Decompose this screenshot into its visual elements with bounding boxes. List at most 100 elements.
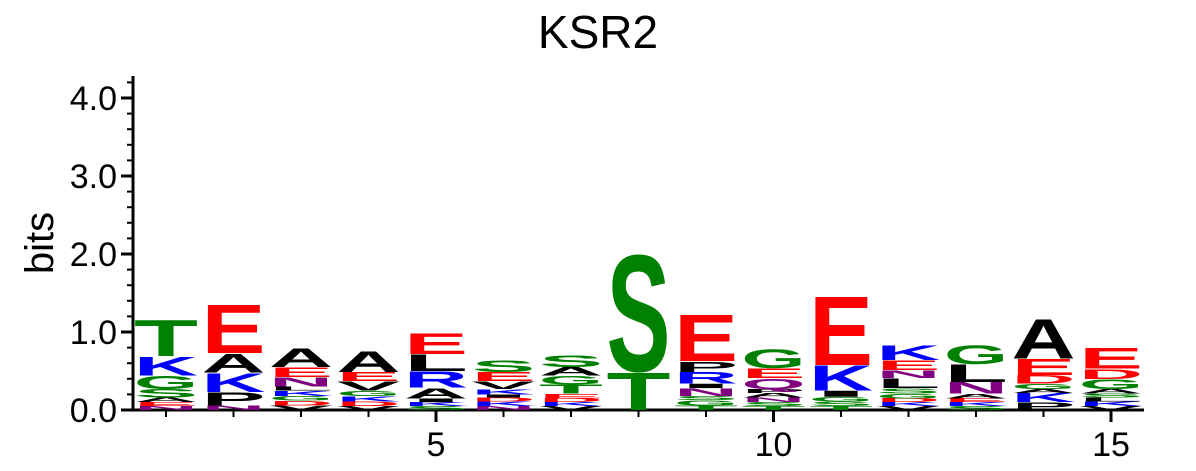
logo-letter-E: E bbox=[877, 357, 941, 373]
x-tick-label: 5 bbox=[427, 426, 446, 464]
logo-letter-Q: Q bbox=[742, 375, 806, 392]
logo-letter-K: K bbox=[337, 395, 401, 403]
logo-letter-A: A bbox=[134, 396, 198, 403]
logo-letter-S: S bbox=[404, 405, 468, 411]
logo-letter-K: K bbox=[809, 359, 873, 399]
logo-letter-A: A bbox=[202, 348, 266, 378]
logo-letter-S: S bbox=[607, 220, 671, 406]
logo-letter-N: N bbox=[472, 405, 536, 411]
logo-letter-T: T bbox=[607, 361, 671, 421]
logo-letter-K: K bbox=[472, 388, 536, 396]
logo-letter-K: K bbox=[472, 400, 536, 407]
y-tick-label: 2.0 bbox=[70, 236, 117, 274]
logo-letter-L: L bbox=[944, 360, 1008, 388]
logo-letter-N: N bbox=[742, 396, 806, 403]
logo-letter-V: V bbox=[539, 405, 603, 411]
logo-letter-S: S bbox=[809, 400, 873, 407]
logo-letter-P: P bbox=[1012, 400, 1076, 412]
logo-letter-K: K bbox=[1012, 391, 1076, 405]
logo-letter-G: G bbox=[539, 374, 603, 387]
logo-letter-A: A bbox=[337, 345, 401, 378]
logo-letter-E: E bbox=[809, 276, 873, 386]
logo-letter-G: G bbox=[674, 399, 738, 407]
x-tick-label: 10 bbox=[755, 426, 793, 464]
logo-letter-S: S bbox=[944, 405, 1008, 411]
logo-letter-E: E bbox=[742, 365, 806, 381]
logo-letter-D: D bbox=[1012, 373, 1076, 386]
logo-letter-K: K bbox=[877, 341, 941, 365]
logo-letter-P: P bbox=[742, 388, 806, 394]
logo-letter-K: K bbox=[269, 389, 333, 397]
logo-letter-S: S bbox=[674, 395, 738, 401]
logo-letter-V: V bbox=[337, 379, 401, 393]
logo-letter-N: N bbox=[269, 375, 333, 389]
logo-letter-A: A bbox=[1079, 388, 1143, 395]
logo-letter-R: R bbox=[404, 367, 468, 393]
logo-letter-E: E bbox=[1079, 343, 1143, 376]
logo-letter-V: V bbox=[472, 379, 536, 391]
y-axis-label: bits bbox=[18, 212, 62, 274]
logo-letter-E: E bbox=[674, 300, 738, 375]
logo-letter-S: S bbox=[1079, 393, 1143, 399]
logo-letter-G: G bbox=[1012, 382, 1076, 390]
logo-letter-I: I bbox=[809, 389, 873, 399]
logo-letter-T: T bbox=[742, 405, 806, 411]
logo-letter-L: L bbox=[404, 350, 468, 377]
logo-letter-K: K bbox=[944, 401, 1008, 407]
logo-letter-E: E bbox=[944, 397, 1008, 403]
logo-letter-L: L bbox=[1079, 397, 1143, 403]
logo-letter-E: E bbox=[404, 328, 468, 361]
y-tick-label: 1.0 bbox=[70, 314, 117, 352]
logo-letter-D: D bbox=[337, 400, 401, 407]
logo-column-8: TS bbox=[607, 220, 671, 421]
logo-letter-D: D bbox=[269, 400, 333, 407]
logo-letter-G: G bbox=[877, 393, 941, 400]
y-tick-label: 3.0 bbox=[70, 158, 117, 196]
logo-letter-G: G bbox=[944, 340, 1008, 370]
logo-letters: NEASGKTNPKAEVDGKLNEAVDKGVEASKIARLENKDIKV… bbox=[134, 220, 1143, 421]
logo-letter-G: G bbox=[742, 344, 806, 374]
logo-letter-T: T bbox=[809, 405, 873, 411]
logo-letter-K: K bbox=[134, 351, 198, 381]
logo-letter-R: R bbox=[674, 369, 738, 387]
logo-letter-S: S bbox=[742, 401, 806, 407]
y-tick-label: 4.0 bbox=[70, 80, 117, 118]
logo-letter-N: N bbox=[944, 379, 1008, 397]
chart-title: KSR2 bbox=[538, 6, 658, 58]
logo-letter-N: N bbox=[202, 404, 266, 411]
logo-letter-K: K bbox=[404, 401, 468, 407]
logo-letter-L: L bbox=[269, 386, 333, 392]
logo-letter-K: K bbox=[202, 368, 266, 398]
logo-letter-D: D bbox=[472, 397, 536, 403]
logo-letter-T: T bbox=[134, 309, 198, 367]
logo-letter-I: I bbox=[674, 382, 738, 389]
logo-letter-G: G bbox=[337, 389, 401, 397]
logo-letter-T: T bbox=[674, 404, 738, 411]
logo-letter-P: P bbox=[202, 389, 266, 410]
logo-letter-G: G bbox=[269, 395, 333, 402]
logo-letter-V: V bbox=[337, 405, 401, 411]
logo-letter-S: S bbox=[539, 352, 603, 370]
logo-letter-E: E bbox=[1012, 354, 1076, 379]
logo-letter-I: I bbox=[404, 397, 468, 403]
logo-letter-S: S bbox=[877, 387, 941, 395]
logo-letter-G: G bbox=[1079, 376, 1143, 392]
y-tick-label: 0.0 bbox=[70, 392, 117, 430]
logo-letter-A: A bbox=[269, 343, 333, 373]
logo-letter-A: A bbox=[944, 393, 1008, 400]
logo-letter-A: A bbox=[742, 392, 806, 399]
logo-letter-N: N bbox=[877, 368, 941, 380]
logo-letter-A: A bbox=[539, 365, 603, 378]
